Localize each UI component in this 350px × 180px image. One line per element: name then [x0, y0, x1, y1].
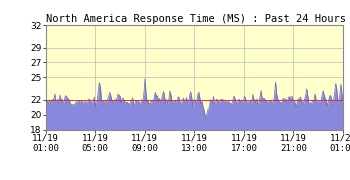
Text: North America Response Time (MS) : Past 24 Hours: North America Response Time (MS) : Past …: [46, 14, 345, 24]
